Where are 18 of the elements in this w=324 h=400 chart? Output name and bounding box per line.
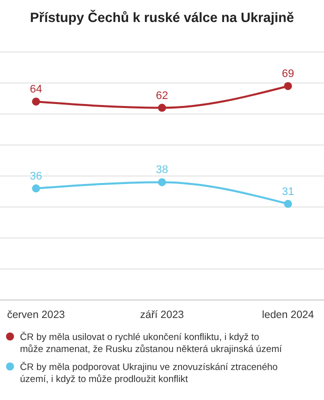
point xyxy=(284,82,292,90)
data-label: 36 xyxy=(30,170,42,182)
x-tick-label: červen 2023 xyxy=(7,309,66,321)
data-label: 69 xyxy=(282,68,294,80)
data-label: 31 xyxy=(282,186,294,198)
point xyxy=(284,200,292,208)
point xyxy=(32,98,40,106)
point xyxy=(158,178,166,186)
legend-label: ČR by měla usilovat o rychlé ukončení konfliktu, i když to může znamenat, že Rusku zůstanou některá ukrajinská území xyxy=(20,331,282,355)
point xyxy=(158,104,166,112)
point xyxy=(32,184,40,192)
chart-title: Přístupy Čechů k ruské válce na Ukrajině xyxy=(30,9,295,25)
data-label: 64 xyxy=(30,84,42,96)
data-label: 62 xyxy=(156,90,168,102)
x-tick-label: září 2023 xyxy=(140,309,184,321)
legend-label: ČR by měla podporovat Ukrajinu ve znovuzískání ztraceného území, i když to může prodloužit konflikt xyxy=(20,361,278,385)
data-label: 38 xyxy=(156,164,168,176)
x-tick-label: leden 2024 xyxy=(262,309,314,321)
